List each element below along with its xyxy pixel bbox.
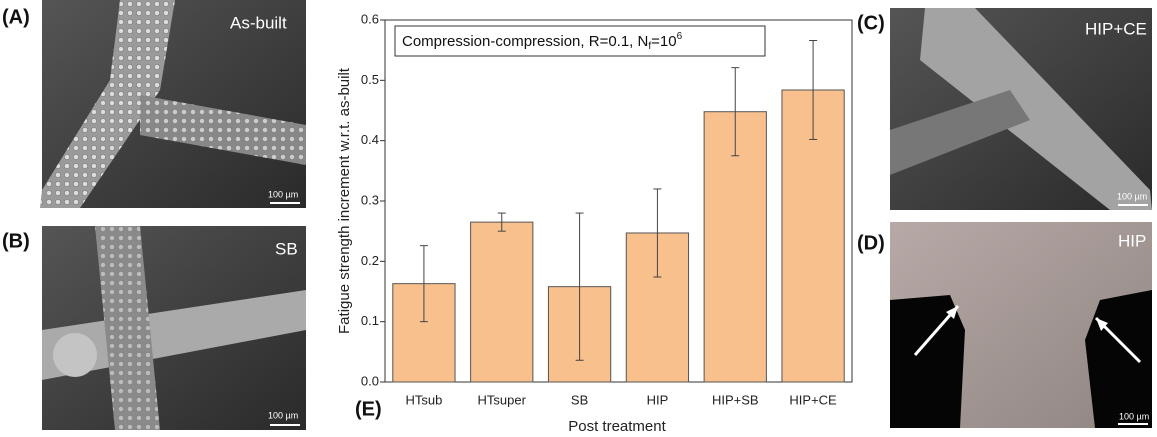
y-tick-label: 0.6: [361, 11, 379, 26]
annotation-text: Compression-compression, R=0.1, N: [402, 33, 648, 50]
bar: [470, 221, 534, 383]
y-tick-label: 0.5: [361, 72, 379, 87]
x-tick-label: HIP: [647, 392, 669, 407]
chart: Compression-compression, R=0.1, Nf=106 P…: [336, 11, 853, 435]
strut-particles: [140, 95, 306, 165]
y-tick-label: 0.0: [361, 373, 379, 388]
panel-b: (B) SB 100 µm: [2, 226, 306, 430]
panel-caption: SB: [275, 239, 298, 258]
panel-label: (A): [2, 6, 30, 28]
strut-particles: [95, 226, 160, 430]
panel-label: (E): [355, 398, 382, 420]
y-axis-label: Fatigue strength increment w.r.t. as-bui…: [336, 67, 353, 334]
scale-label: 100 µm: [268, 189, 298, 199]
panel-label: (C): [857, 12, 885, 34]
annotation-sup: 6: [677, 31, 683, 42]
annotation-sub: f: [648, 41, 651, 52]
y-tick-label: 0.3: [361, 192, 379, 207]
y-tick-label: 0.2: [361, 253, 379, 268]
y-tick-label: 0.1: [361, 313, 379, 328]
scale-label: 100 µm: [268, 410, 298, 420]
bar: [703, 111, 767, 383]
void: [890, 295, 965, 428]
panel-label: (B): [2, 230, 30, 252]
panel-caption: HIP: [1118, 231, 1146, 250]
arrowhead: [946, 306, 958, 319]
scale-label: 100 µm: [1117, 191, 1147, 201]
panel-caption: HIP+CE: [1085, 19, 1147, 38]
strut: [920, 8, 1152, 210]
x-tick-label: HTsub: [405, 392, 442, 407]
panel-caption: As-built: [230, 13, 287, 32]
arrowhead: [1096, 318, 1108, 331]
x-tick-label: HIP+SB: [712, 392, 759, 407]
annotation-mid: =10: [651, 33, 676, 50]
annotation: Compression-compression, R=0.1, Nf=106: [402, 31, 683, 52]
strut: [890, 90, 1030, 175]
panel-d: (D) HIP 100 µm: [857, 222, 1152, 428]
panel-label: (D): [857, 232, 885, 254]
annotation-box: [394, 25, 766, 57]
panel-c: (C) HIP+CE 100 µm: [857, 8, 1152, 210]
x-tick-label: HIP+CE: [789, 392, 837, 407]
particle: [53, 333, 97, 377]
x-tick-label: HTsuper: [478, 392, 527, 407]
x-tick-label: SB: [571, 392, 588, 407]
panel-a: (A) As-built 100 µm: [2, 0, 306, 208]
strut-particles: [40, 0, 175, 208]
y-tick-label: 0.4: [361, 132, 379, 147]
scale-label: 100 µm: [1119, 411, 1149, 421]
x-axis-label: Post treatment: [568, 418, 666, 435]
